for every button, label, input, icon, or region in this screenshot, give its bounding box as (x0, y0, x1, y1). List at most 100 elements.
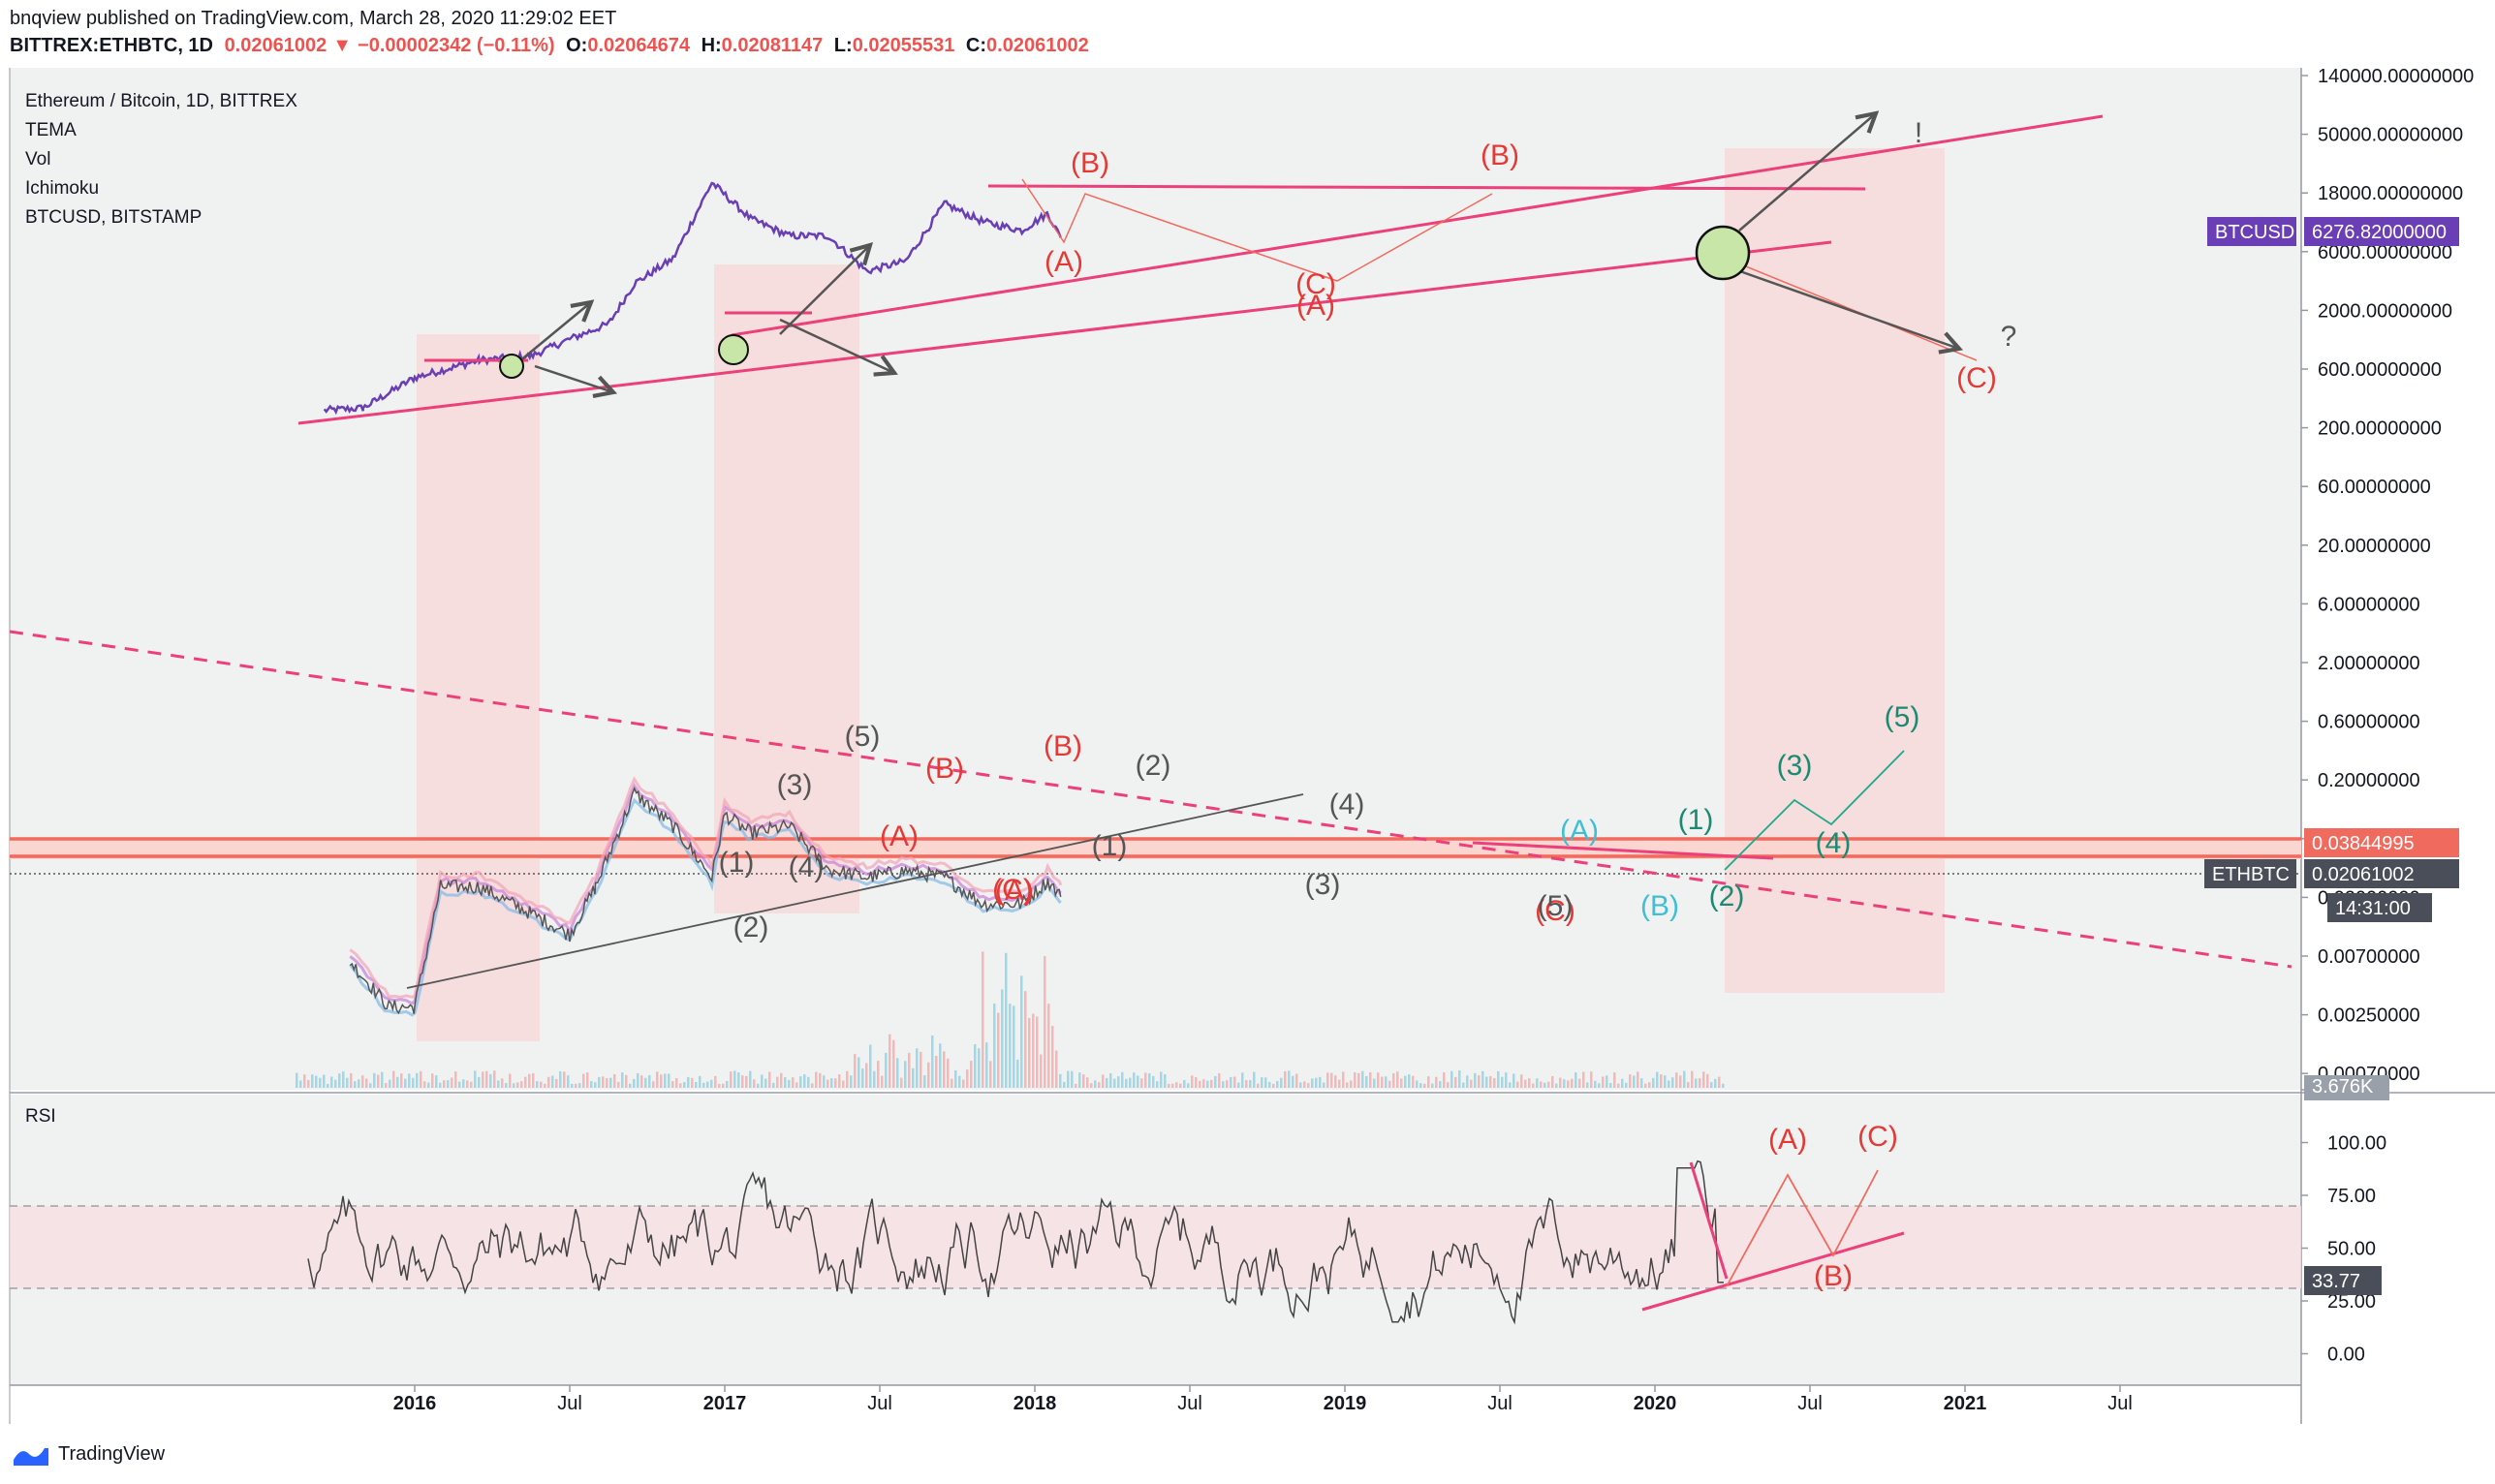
volume-bar (1594, 1080, 1597, 1088)
volume-bar (699, 1075, 702, 1088)
volume-bar (927, 1062, 930, 1088)
volume-bar (691, 1077, 694, 1088)
volume-bar (900, 1077, 903, 1088)
volume-bar (1617, 1083, 1620, 1088)
volume-bar (1303, 1081, 1306, 1088)
volume-bar (1230, 1076, 1232, 1088)
ethbtc-price-badge: 0.02061002 (2312, 864, 2415, 885)
volume-bar (1346, 1082, 1349, 1088)
label-eth-4b: (4) (1329, 788, 1365, 820)
legend-ichimoku: Ichimoku (25, 178, 100, 199)
volume-bar (1598, 1083, 1601, 1088)
arrow-down-2 (779, 318, 894, 373)
volume-bar (1555, 1083, 1558, 1088)
x-tick-label: 2016 (393, 1393, 437, 1414)
rsi-tick-label: 50.00 (2327, 1239, 2376, 1260)
volume-bar (299, 1080, 302, 1088)
volume-bar (319, 1077, 322, 1088)
volume-bar (1582, 1071, 1585, 1088)
volume-bar (451, 1077, 453, 1088)
rsi-label: RSI (25, 1106, 56, 1127)
circle-marker-3 (1695, 225, 1751, 281)
volume-bar (741, 1075, 744, 1088)
close-value: 0.02061002 (986, 35, 1089, 56)
volume-bar (671, 1081, 674, 1088)
x-tick-label: Jul (1487, 1393, 1513, 1414)
volume-bar (1133, 1072, 1136, 1088)
ema-ribbon-line (349, 783, 1062, 1005)
eth-downtrend-dashed (10, 630, 2292, 969)
volume-bar (931, 1035, 934, 1088)
ethbtc-price-badge-bg (2304, 859, 2459, 888)
volume-bar (854, 1054, 857, 1088)
volume-bar (528, 1073, 531, 1088)
volume-bar (1051, 1026, 1054, 1088)
volume-bar (1047, 1004, 1050, 1088)
volume-bar (1075, 1083, 1077, 1088)
label-exclaim: ! (1915, 117, 1922, 149)
volume-bar (1241, 1072, 1244, 1088)
volume-bar (307, 1079, 310, 1088)
y-tick-label: 18000.00000000 (2318, 183, 2463, 204)
volume-bar (695, 1081, 698, 1088)
y-tick-label: 0.20000000 (2318, 770, 2420, 791)
volume-bar (687, 1076, 690, 1088)
volume-bar (1005, 952, 1008, 1088)
volume-bar (830, 1078, 833, 1088)
volume-bar (637, 1072, 639, 1088)
label-eth-2a: (2) (733, 912, 769, 943)
legend-main: Ethereum / Bitcoin, 1D, BITTREX (25, 91, 297, 111)
volume-bar (1637, 1071, 1639, 1088)
volume-bar (1679, 1075, 1682, 1088)
volume-bar (749, 1070, 752, 1088)
volume-bar (1199, 1080, 1201, 1088)
volume-bar (780, 1072, 783, 1088)
volume-bar (303, 1074, 306, 1088)
volume-bar (1179, 1083, 1182, 1088)
y-tick-label: 50000.00000000 (2318, 125, 2463, 146)
footer[interactable]: TradingView (12, 1440, 165, 1468)
label-eth-A1: (A) (880, 820, 919, 852)
volume-bar (912, 1067, 915, 1088)
volume-bar (1691, 1070, 1694, 1088)
volume-bar (524, 1076, 527, 1088)
volume-bar (652, 1081, 655, 1088)
volume-bar (1137, 1075, 1139, 1088)
volume-bar (559, 1071, 562, 1088)
volume-bar (482, 1071, 484, 1088)
volume-bar (997, 1012, 1000, 1088)
volume-bar (1547, 1081, 1550, 1088)
volume-bar (1671, 1077, 1674, 1088)
volume-bar (586, 1072, 589, 1088)
btc-abc-zigzag-1 (1021, 178, 1493, 282)
volume-bar (1264, 1077, 1267, 1088)
volume-bar (567, 1075, 570, 1088)
btc-resistance-line (987, 184, 1866, 191)
volume-bar (532, 1072, 535, 1088)
label-eth-2-teal: (2) (1709, 881, 1745, 912)
volume-bar (551, 1075, 554, 1088)
volume-bar (1656, 1071, 1659, 1088)
volume-bar (1125, 1078, 1128, 1088)
volume-bar (664, 1073, 667, 1088)
circle-marker-1 (499, 354, 524, 379)
volume-bar (470, 1081, 473, 1088)
volume-bar (505, 1083, 508, 1088)
volume-bar (939, 1043, 942, 1088)
volume-bar (761, 1074, 764, 1088)
label-eth-5b: (5) (1538, 890, 1574, 922)
volume-bar (544, 1083, 546, 1088)
volume-bar (966, 1069, 969, 1088)
legend-tema: TEMA (25, 120, 77, 140)
volume-bar (1501, 1076, 1504, 1088)
volume-bar (1373, 1078, 1376, 1088)
volume-bar (1586, 1082, 1589, 1088)
y-tick-label: 600.00000000 (2318, 359, 2442, 381)
volume-bar (466, 1080, 469, 1088)
volume-bar (1152, 1075, 1155, 1088)
volume-bar (373, 1072, 376, 1088)
label-eth-1a: (1) (719, 847, 755, 879)
countdown-badge-bg (2327, 893, 2432, 922)
label-eth-2b: (2) (1136, 750, 1171, 782)
